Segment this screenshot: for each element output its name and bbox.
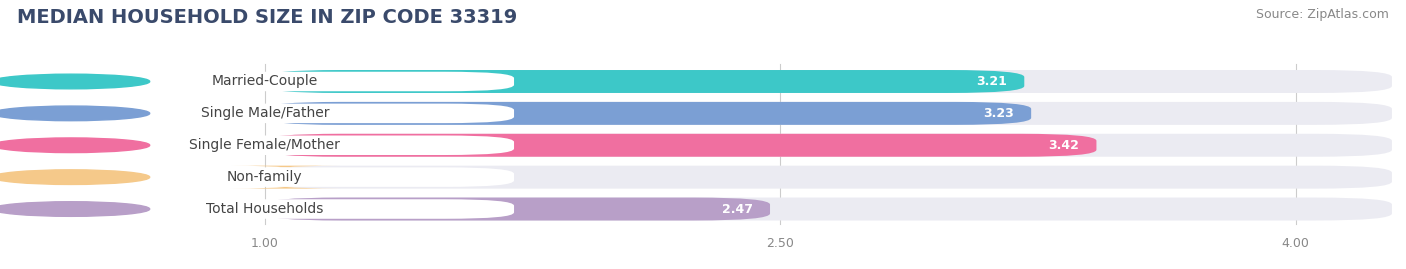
Circle shape (0, 170, 149, 185)
Circle shape (0, 106, 149, 121)
FancyBboxPatch shape (0, 72, 515, 91)
FancyBboxPatch shape (264, 102, 1392, 125)
Text: MEDIAN HOUSEHOLD SIZE IN ZIP CODE 33319: MEDIAN HOUSEHOLD SIZE IN ZIP CODE 33319 (17, 8, 517, 27)
Circle shape (0, 138, 149, 153)
FancyBboxPatch shape (264, 70, 1025, 93)
FancyBboxPatch shape (0, 136, 515, 155)
FancyBboxPatch shape (264, 70, 1392, 93)
Text: Total Households: Total Households (207, 202, 323, 216)
Text: Single Male/Father: Single Male/Father (201, 106, 329, 121)
FancyBboxPatch shape (264, 166, 1392, 189)
FancyBboxPatch shape (264, 102, 1031, 125)
FancyBboxPatch shape (264, 134, 1392, 157)
Text: 1.12: 1.12 (333, 171, 364, 184)
Text: Married-Couple: Married-Couple (212, 75, 318, 89)
FancyBboxPatch shape (264, 197, 770, 221)
Circle shape (0, 74, 149, 89)
FancyBboxPatch shape (0, 167, 515, 187)
Circle shape (0, 202, 149, 216)
FancyBboxPatch shape (0, 199, 515, 219)
FancyBboxPatch shape (264, 197, 1392, 221)
Text: Single Female/Mother: Single Female/Mother (190, 138, 340, 152)
FancyBboxPatch shape (0, 104, 515, 123)
Text: Source: ZipAtlas.com: Source: ZipAtlas.com (1256, 8, 1389, 21)
Text: 3.23: 3.23 (983, 107, 1014, 120)
Text: 3.42: 3.42 (1049, 139, 1080, 152)
FancyBboxPatch shape (264, 134, 1097, 157)
Text: 3.21: 3.21 (976, 75, 1007, 88)
Text: 2.47: 2.47 (721, 203, 752, 215)
FancyBboxPatch shape (231, 166, 340, 189)
Text: Non-family: Non-family (228, 170, 302, 184)
